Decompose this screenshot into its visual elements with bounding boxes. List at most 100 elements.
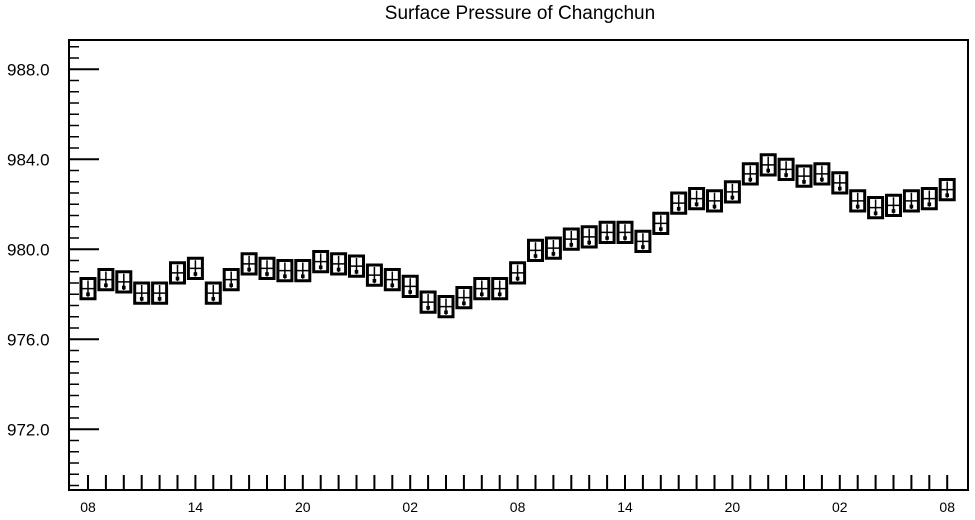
- chart-title: Surface Pressure of Changchun: [384, 3, 656, 24]
- box-mean-dot: [730, 195, 735, 200]
- box-mean-dot: [515, 276, 520, 281]
- box-mean-dot: [623, 236, 627, 240]
- y-tick-label: 988.0: [7, 60, 50, 79]
- box-marker: [473, 277, 491, 301]
- box-marker: [902, 189, 920, 213]
- box-mean-dot: [605, 236, 609, 240]
- x-tick-label: 14: [617, 499, 633, 515]
- box-mean-dot: [426, 305, 430, 310]
- box-marker: [616, 220, 634, 244]
- x-tick-label: 08: [939, 499, 955, 515]
- box-mean-dot: [909, 204, 914, 209]
- box-marker: [885, 193, 902, 217]
- box-marker: [222, 268, 240, 292]
- box-mean-dot: [569, 242, 574, 247]
- x-axis: 08 14 20 02 08 14 20 02 08: [80, 475, 955, 515]
- box-marker: [491, 277, 509, 301]
- box-mean-dot: [122, 285, 126, 290]
- box-marker: [330, 252, 348, 276]
- box-mean-dot: [784, 173, 788, 177]
- box-mean-dot: [283, 274, 287, 279]
- box-mean-dot: [802, 179, 806, 184]
- x-tick-label: 20: [295, 499, 311, 515]
- box-mean-dot: [945, 193, 949, 198]
- box-mean-dot: [820, 177, 824, 182]
- box-marker: [670, 191, 688, 215]
- box-mean-dot: [480, 292, 484, 297]
- box-marker: [312, 250, 330, 274]
- box-marker: [348, 254, 365, 278]
- box-mean-dot: [855, 204, 860, 209]
- box-mean-dot: [533, 254, 538, 258]
- box-marker: [240, 252, 258, 276]
- box-marker: [419, 290, 437, 314]
- x-tick-label: 08: [80, 499, 96, 515]
- box-marker: [741, 162, 759, 186]
- box-mean-dot: [354, 269, 359, 274]
- box-marker: [258, 256, 276, 280]
- box-marker: [133, 281, 151, 305]
- box-marker: [455, 286, 473, 310]
- box-marker: [186, 256, 204, 280]
- box-mean-dot: [838, 186, 842, 191]
- box-marker: [401, 274, 419, 298]
- box-mean-dot: [462, 301, 466, 306]
- box-marker: [706, 189, 723, 213]
- box-mean-dot: [927, 202, 932, 207]
- box-mean-dot: [659, 227, 663, 231]
- box-marker: [831, 171, 849, 195]
- box-marker: [580, 225, 598, 249]
- box-mean-dot: [336, 267, 341, 272]
- box-marker: [652, 211, 670, 235]
- box-marker: [562, 227, 580, 251]
- box-mean-dot: [265, 272, 269, 276]
- box-mean-dot: [766, 168, 770, 173]
- box-mean-dot: [193, 272, 198, 276]
- y-tick-label: 976.0: [7, 330, 50, 349]
- box-marker: [365, 263, 383, 287]
- box-mean-dot: [247, 267, 251, 272]
- box-marker: [115, 270, 133, 294]
- box-mean-dot: [211, 296, 216, 301]
- box-series: [79, 153, 956, 319]
- box-marker: [97, 268, 115, 292]
- box-mean-dot: [157, 296, 162, 301]
- box-mean-dot: [712, 204, 717, 209]
- box-mean-dot: [497, 292, 502, 297]
- x-tick-label: 14: [188, 499, 204, 515]
- y-axis: 972.0 976.0 980.0 984.0 988.0: [7, 46, 99, 487]
- x-tick-label: 20: [725, 499, 741, 515]
- box-marker: [867, 196, 885, 220]
- box-marker: [795, 164, 813, 188]
- box-marker: [759, 153, 777, 177]
- box-mean-dot: [301, 274, 305, 279]
- box-mean-dot: [587, 240, 591, 245]
- box-marker: [634, 229, 652, 253]
- box-marker: [204, 281, 222, 305]
- box-marker: [938, 178, 956, 202]
- box-mean-dot: [444, 310, 448, 315]
- box-marker: [169, 261, 186, 285]
- box-mean-dot: [641, 245, 645, 249]
- box-mean-dot: [676, 206, 681, 211]
- x-tick-label: 02: [402, 499, 418, 515]
- box-marker: [527, 238, 544, 262]
- box-marker: [509, 261, 527, 285]
- box-marker: [813, 162, 831, 186]
- box-marker: [276, 259, 294, 283]
- box-marker: [151, 281, 169, 305]
- box-mean-dot: [139, 296, 144, 301]
- box-mean-dot: [318, 265, 323, 270]
- box-marker: [294, 259, 312, 283]
- box-marker: [849, 189, 867, 213]
- box-marker: [544, 236, 562, 260]
- y-tick-label: 980.0: [7, 240, 50, 259]
- box-marker: [598, 220, 616, 244]
- box-mean-dot: [175, 276, 180, 281]
- box-marker: [777, 157, 795, 181]
- box-mean-dot: [551, 251, 556, 256]
- box-marker: [688, 187, 706, 211]
- box-mean-dot: [694, 202, 699, 207]
- box-mean-dot: [104, 283, 108, 288]
- box-mean-dot: [229, 283, 233, 288]
